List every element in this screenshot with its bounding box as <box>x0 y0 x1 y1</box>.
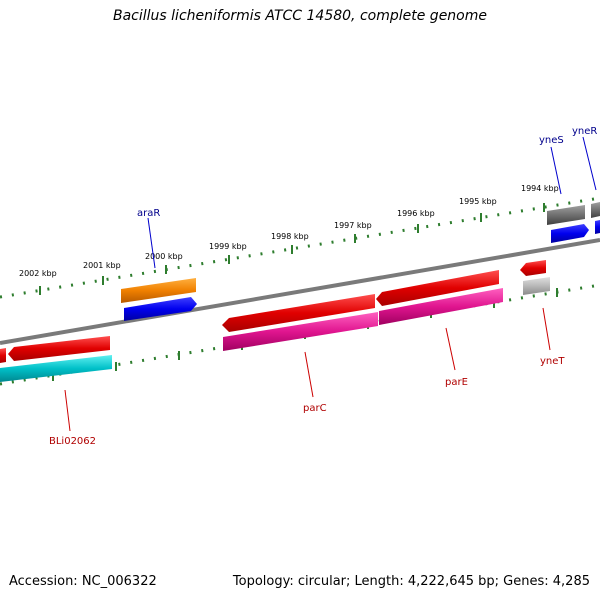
genome-backbone <box>0 238 600 345</box>
outer-scale-ring <box>0 196 600 299</box>
gene-yneS-strand2-feature[interactable] <box>551 224 589 243</box>
gene-yneT-feature[interactable] <box>523 277 550 295</box>
gene-yneS-feature[interactable] <box>547 205 585 225</box>
BLi02062-leader-line <box>64 389 71 432</box>
parC-leader-line <box>304 351 314 398</box>
scale-label: 2002 kbp <box>19 269 57 278</box>
gene-label-araR[interactable]: araR <box>137 208 160 219</box>
gene-label-yneT[interactable]: yneT <box>540 356 565 367</box>
scale-label: 1996 kbp <box>397 209 435 218</box>
gene-label-parC[interactable]: parC <box>303 403 327 414</box>
parE-leader-line <box>445 327 456 371</box>
gene-parC-strand1-feature[interactable] <box>222 294 375 332</box>
gene-label-yneS[interactable]: yneS <box>539 135 564 146</box>
gene-araR-feature[interactable] <box>121 278 196 303</box>
gene-label-yneR[interactable]: yneR <box>572 126 597 137</box>
gene-left-edge-feature[interactable] <box>0 348 6 363</box>
scale-label: 2001 kbp <box>83 261 121 270</box>
gene-yneR-strand2-feature[interactable] <box>595 220 600 234</box>
genome-summary-text: Topology: circular; Length: 4,222,645 bp… <box>232 574 590 589</box>
gene-BLi02062-feature[interactable] <box>0 355 112 382</box>
scale-label: 1995 kbp <box>459 197 497 206</box>
araR-leader-line <box>147 217 156 269</box>
gene-label-BLi02062[interactable]: BLi02062 <box>49 436 96 447</box>
scale-label: 2000 kbp <box>145 252 183 261</box>
accession-text: Accession: NC_006322 <box>9 574 157 589</box>
gene-parC-feature[interactable] <box>223 312 378 351</box>
gene-BLi02062-strand1-feature[interactable] <box>8 336 110 361</box>
scale-label: 1998 kbp <box>271 232 309 241</box>
gene-araR-strand2-feature[interactable] <box>124 297 197 321</box>
scale-label: 1997 kbp <box>334 221 372 230</box>
scale-label: 1994 kbp <box>521 184 559 193</box>
gene-label-parE[interactable]: parE <box>445 377 468 388</box>
yneR-leader-line <box>582 136 597 191</box>
gene-parE-feature[interactable] <box>379 288 503 325</box>
gene-yneR-feature[interactable] <box>591 202 600 218</box>
yneS-leader-line <box>550 146 562 195</box>
gene-parE-strand1-feature[interactable] <box>376 270 499 306</box>
gene-yneT-strand1-feature[interactable] <box>520 260 546 276</box>
map-title: Bacillus licheniformis ATCC 14580, compl… <box>113 8 487 24</box>
outer-major-ticks <box>39 203 545 295</box>
yneT-leader-line <box>542 307 551 351</box>
scale-label: 1999 kbp <box>209 242 247 251</box>
